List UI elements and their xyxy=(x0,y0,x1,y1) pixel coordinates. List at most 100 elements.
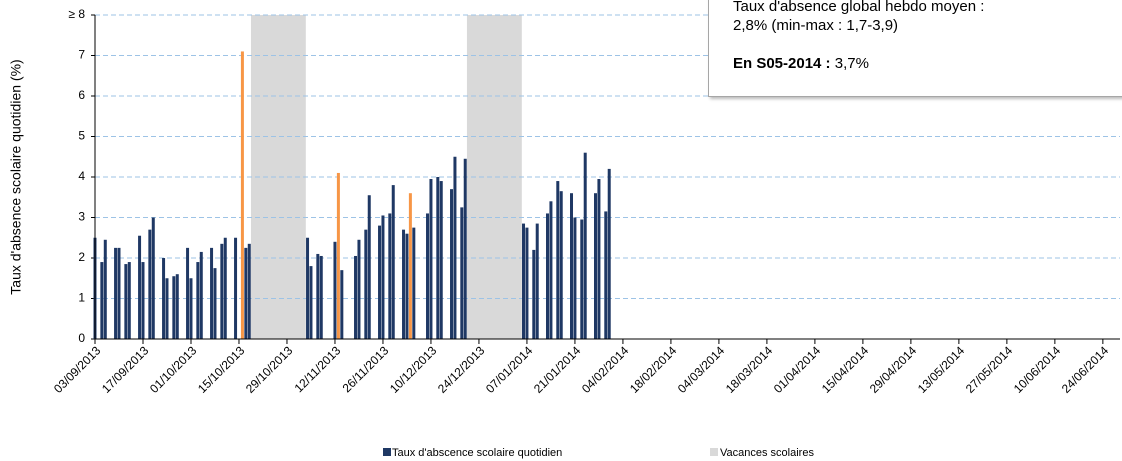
annotation-line: En S05-2014 : 3,7% xyxy=(733,54,1122,73)
x-tick-label: 15/04/2014 xyxy=(819,343,872,396)
bar xyxy=(594,193,598,339)
bar xyxy=(549,201,553,339)
x-tick-label: 17/09/2013 xyxy=(99,343,152,396)
legend-label: Vacances scolaires xyxy=(720,447,814,459)
bar xyxy=(306,237,310,339)
x-tick-label: 10/12/2013 xyxy=(387,343,440,396)
bar xyxy=(607,168,611,339)
bar xyxy=(127,262,131,339)
x-tick-label: 15/10/2013 xyxy=(195,343,248,396)
bar xyxy=(213,268,217,339)
bar xyxy=(172,276,176,339)
bar xyxy=(367,195,371,339)
bar xyxy=(439,181,443,339)
bar xyxy=(210,247,214,339)
bar xyxy=(408,193,412,339)
x-tick-label: 24/12/2013 xyxy=(435,343,488,396)
bar xyxy=(522,223,526,339)
bar xyxy=(151,217,155,339)
bar xyxy=(573,217,577,339)
bar xyxy=(525,227,529,339)
bar xyxy=(336,172,340,339)
bar xyxy=(223,237,227,339)
bar xyxy=(460,207,464,339)
y-tick-label: 3 xyxy=(78,210,85,224)
bar xyxy=(199,251,203,339)
bar xyxy=(247,243,251,339)
bar xyxy=(220,243,224,339)
x-tick-label: 04/03/2014 xyxy=(675,343,728,396)
bar xyxy=(580,219,584,339)
bar xyxy=(196,262,200,339)
x-tick-label: 29/10/2013 xyxy=(243,343,296,396)
bar xyxy=(124,264,128,339)
bar xyxy=(378,225,382,339)
bar xyxy=(402,229,406,339)
legend-swatch xyxy=(383,448,391,456)
x-tick-label: 07/01/2014 xyxy=(483,343,536,396)
bar xyxy=(316,253,320,339)
y-tick-label: 6 xyxy=(78,88,85,102)
y-tick-label: 2 xyxy=(78,250,85,264)
bar xyxy=(381,215,385,339)
bar xyxy=(165,278,169,339)
bar xyxy=(426,213,430,339)
y-tick-label: ≥ 8 xyxy=(68,7,85,21)
bar xyxy=(244,247,248,339)
bar xyxy=(429,179,433,339)
x-tick-label: 29/04/2014 xyxy=(867,343,920,396)
legend-label: Taux d'abscence scolaire quotidien xyxy=(392,447,562,459)
bar xyxy=(100,262,104,339)
x-tick-label: 12/11/2013 xyxy=(292,343,344,395)
bar xyxy=(138,235,142,339)
annotation-box: Taux d'absence global hebdo moyen : 2,8%… xyxy=(708,0,1122,97)
y-tick-label: 5 xyxy=(78,129,85,143)
x-tick-label: 24/06/2014 xyxy=(1059,343,1112,396)
bar xyxy=(114,247,118,339)
x-tick-label: 04/02/2014 xyxy=(579,343,632,396)
bar xyxy=(559,191,563,339)
bar xyxy=(535,223,539,339)
bar xyxy=(186,247,190,339)
annotation-line: 2,8% (min-max : 1,7-3,9) xyxy=(733,17,899,34)
bar xyxy=(388,213,392,339)
bar xyxy=(117,247,121,339)
x-tick-label: 01/04/2014 xyxy=(771,343,824,396)
x-tick-label: 10/06/2014 xyxy=(1011,343,1064,396)
bar xyxy=(162,258,166,339)
x-tick-label: 01/10/2013 xyxy=(147,343,200,396)
bar xyxy=(412,227,416,339)
bar xyxy=(436,177,440,339)
bar xyxy=(405,233,409,339)
bar xyxy=(319,255,323,339)
bar xyxy=(391,185,395,339)
bar xyxy=(333,241,337,339)
bar xyxy=(556,181,560,339)
y-tick-label: 7 xyxy=(78,48,85,62)
bar xyxy=(453,156,457,339)
y-tick-label: 0 xyxy=(78,331,85,345)
annotation-bold: En S05-2014 : xyxy=(733,55,831,72)
bar xyxy=(340,270,344,339)
bar xyxy=(234,237,238,339)
bar xyxy=(175,274,179,339)
x-tick-label: 26/11/2013 xyxy=(340,343,392,395)
bar xyxy=(597,179,601,339)
bar xyxy=(450,189,454,339)
annotation-line: Taux d'absence global hebdo moyen : xyxy=(733,0,985,15)
annotation-value: 3,7% xyxy=(834,55,869,72)
x-tick-label: 27/05/2014 xyxy=(963,343,1016,396)
bar xyxy=(604,211,608,339)
bar xyxy=(463,158,467,339)
bar xyxy=(148,229,152,339)
bar xyxy=(532,249,536,339)
x-tick-label: 13/05/2014 xyxy=(915,343,968,396)
bar xyxy=(309,266,313,339)
y-axis-label: Taux d'absence scolaire quotidien (%) xyxy=(8,59,24,294)
bar xyxy=(240,51,244,339)
bar xyxy=(570,193,574,339)
x-tick-label: 21/01/2014 xyxy=(531,343,584,396)
bar xyxy=(141,262,145,339)
